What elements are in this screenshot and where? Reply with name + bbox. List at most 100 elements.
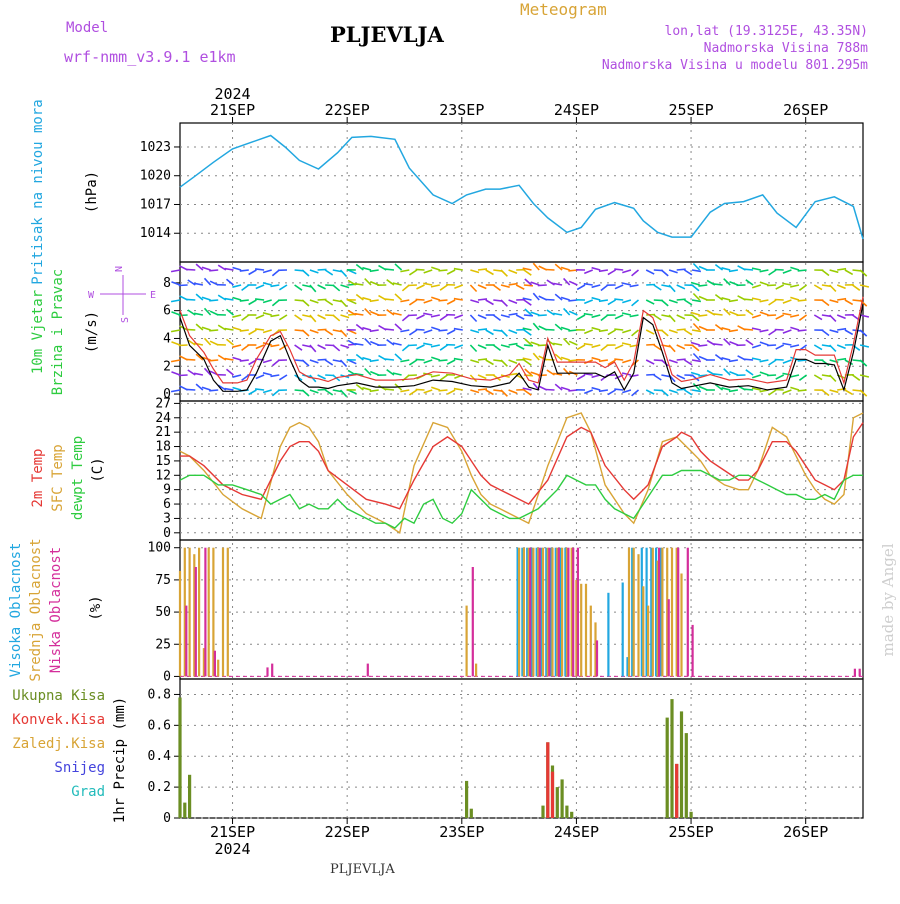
wind-arrow xyxy=(263,270,272,273)
series-line-pressure xyxy=(180,136,863,240)
wind-arrow xyxy=(622,390,631,393)
wind-arrow xyxy=(555,384,562,390)
day-label-top: 22SEP xyxy=(325,101,370,119)
wind-arrow xyxy=(525,279,532,285)
y-tick-label-clouds: 100 xyxy=(148,541,171,556)
bar-precip_total xyxy=(561,779,564,818)
wind-arrow xyxy=(746,310,753,315)
wind-arrow xyxy=(692,390,701,391)
wind-arrow xyxy=(790,345,799,347)
wind-arrow xyxy=(845,270,853,274)
wind-arrow xyxy=(400,360,409,362)
y-tick-label-temperature: 27 xyxy=(155,396,171,411)
bar-cloud_low xyxy=(271,664,273,677)
wind-arrow xyxy=(249,270,257,275)
wind-arrow xyxy=(790,327,799,330)
wind-axis-title-2: Brzina i Pravac xyxy=(50,269,66,395)
footer-station: PLJEVLJA xyxy=(330,862,395,877)
wind-arrow xyxy=(295,345,302,350)
wind-arrow xyxy=(769,390,777,395)
y-tick-label-wind: 4 xyxy=(163,331,171,346)
wind-arrow xyxy=(775,270,784,271)
wind-arrow xyxy=(632,390,639,396)
wind-arrow xyxy=(669,300,678,303)
wind-arrow xyxy=(470,270,479,273)
y-tick-label-precip: 0.2 xyxy=(148,780,171,795)
wind-arrow xyxy=(209,390,218,391)
wind-arrow xyxy=(693,294,699,301)
y-tick-label-temperature: 3 xyxy=(163,511,171,526)
wind-arrow xyxy=(202,297,211,300)
bar-precip_total xyxy=(690,812,693,818)
wind-arrow xyxy=(395,324,402,330)
wind-arrow xyxy=(409,390,417,395)
wind-arrow xyxy=(608,330,616,335)
wind-arrow xyxy=(724,339,731,345)
bar-precip_total xyxy=(465,781,468,818)
wind-arrow xyxy=(516,345,524,349)
wind-arrow xyxy=(186,389,195,390)
wind-arrow xyxy=(599,330,608,331)
elevation: Nadmorska Visina 788m xyxy=(704,41,868,56)
bar-precip_total xyxy=(541,806,544,818)
wind-arrow xyxy=(171,300,180,302)
wind-arrow xyxy=(470,345,476,352)
wind-arrow xyxy=(837,299,846,300)
wind-arrow xyxy=(599,270,608,271)
wind-arrow xyxy=(614,359,623,360)
wind-arrow xyxy=(769,270,777,275)
wind-arrow xyxy=(310,360,319,363)
wind-arrow xyxy=(746,340,753,345)
wind-arrow xyxy=(509,300,517,303)
wind-arrow xyxy=(233,388,242,391)
day-label-bottom: 23SEP xyxy=(439,823,484,841)
wind-arrow xyxy=(715,295,722,300)
wind-arrow xyxy=(814,315,822,320)
wind-arrow xyxy=(310,270,319,273)
wind-arrow xyxy=(615,285,623,289)
wind-arrow xyxy=(677,345,685,349)
wind-arrow xyxy=(677,315,685,319)
wind-arrow xyxy=(547,310,555,315)
wind-arrow xyxy=(171,270,180,272)
wind-arrow xyxy=(724,279,731,285)
wind-arrow xyxy=(752,328,761,330)
wind-arrow xyxy=(501,270,507,276)
wind-arrow xyxy=(630,375,639,377)
wind-arrow xyxy=(830,315,836,321)
wind-arrow xyxy=(860,345,869,347)
wind-arrow xyxy=(729,300,738,301)
wind-arrow xyxy=(424,390,433,393)
wind-arrow xyxy=(783,313,792,315)
wind-arrow xyxy=(431,315,440,317)
wind-arrow xyxy=(752,315,761,318)
wind-arrow xyxy=(830,330,839,332)
wind-arrow xyxy=(538,285,547,286)
bar-precip_total xyxy=(565,806,568,818)
wind-arrow xyxy=(830,300,839,302)
wind-arrow xyxy=(692,360,701,361)
wind-arrow xyxy=(295,315,302,320)
wind-arrow xyxy=(524,300,531,305)
wind-arrow xyxy=(669,360,678,363)
y-tick-label-temperature: 0 xyxy=(163,526,171,541)
bar-cloud_low xyxy=(185,606,187,677)
day-label-bottom: 25SEP xyxy=(668,823,713,841)
wind-arrow xyxy=(646,345,655,346)
y-tick-label-temperature: 18 xyxy=(155,440,171,455)
wind-arrow xyxy=(440,375,447,380)
bar-precip_conv xyxy=(546,742,549,818)
wind-arrow xyxy=(333,345,340,351)
wind-arrow xyxy=(318,269,327,270)
y-tick-label-temperature: 12 xyxy=(155,468,171,483)
wind-arrow xyxy=(783,300,792,303)
wind-arrow xyxy=(255,269,264,270)
y-tick-label-precip: 0.8 xyxy=(148,687,171,702)
wind-arrow xyxy=(516,285,524,289)
wind-arrow xyxy=(531,312,540,315)
wind-arrow xyxy=(318,329,327,330)
bar-cloud_mid xyxy=(661,548,663,677)
wind-arrow xyxy=(798,270,807,271)
wind-arrow xyxy=(760,300,769,302)
station-title: PLJEVLJA xyxy=(330,22,444,47)
